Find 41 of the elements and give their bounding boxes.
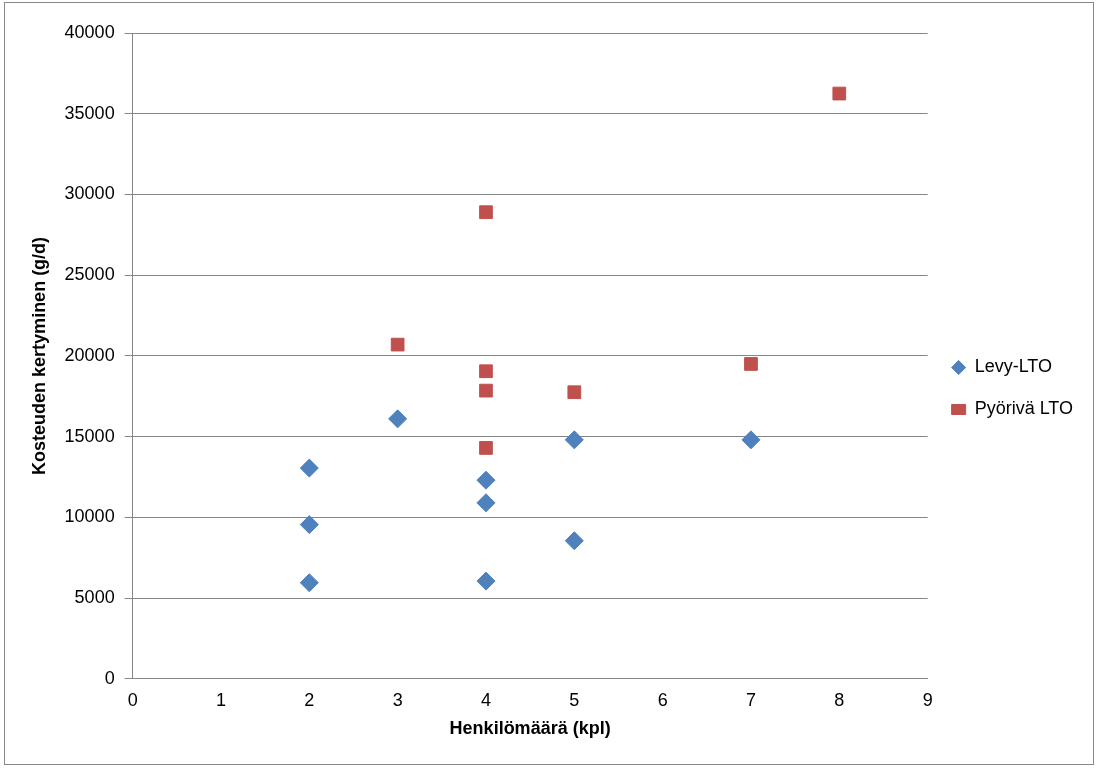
x-tick-label: 2: [304, 689, 315, 710]
y-tick-label: 35000: [64, 102, 115, 123]
x-tick-label: 9: [922, 689, 933, 710]
legend-label: Levy-LTO: [974, 356, 1053, 377]
x-tick-label: 3: [392, 689, 403, 710]
point: [476, 571, 496, 591]
point: [479, 383, 493, 398]
y-tick-label: 30000: [64, 183, 115, 204]
x-tick-label: 7: [745, 689, 756, 710]
y-tick-label: 20000: [64, 344, 115, 365]
point: [390, 337, 405, 352]
point: [299, 573, 319, 593]
x-tick-label: 0: [127, 689, 138, 710]
y-tick-label: 15000: [64, 425, 115, 446]
y-tick-label: 40000: [64, 21, 115, 42]
point: [479, 205, 493, 220]
y-tick-label: 0: [104, 667, 115, 688]
point: [741, 430, 761, 450]
y-tick-label: 25000: [64, 264, 115, 285]
point: [479, 364, 493, 379]
x-tick-label: 4: [480, 689, 491, 710]
point: [564, 430, 584, 450]
x-tick-label: 5: [569, 689, 580, 710]
point: [476, 493, 496, 513]
point: [744, 357, 758, 371]
y-axis-title: Kosteuden kertyminen (g/d): [28, 236, 49, 475]
point: [479, 441, 493, 455]
point: [299, 458, 319, 478]
y-tick-label: 5000: [74, 587, 115, 608]
x-tick-label: 8: [834, 689, 845, 710]
x-tick-label: 6: [657, 689, 668, 710]
point: [832, 86, 847, 101]
point: [388, 409, 408, 429]
legend-label: Pyörivä LTO: [974, 398, 1074, 419]
y-tick-label: 10000: [64, 506, 115, 527]
point: [299, 515, 319, 535]
x-axis-title: Henkilömäärä (kpl): [449, 718, 611, 739]
point: [567, 385, 582, 400]
x-tick-label: 1: [215, 689, 226, 710]
point: [564, 531, 584, 551]
point: [476, 470, 496, 490]
